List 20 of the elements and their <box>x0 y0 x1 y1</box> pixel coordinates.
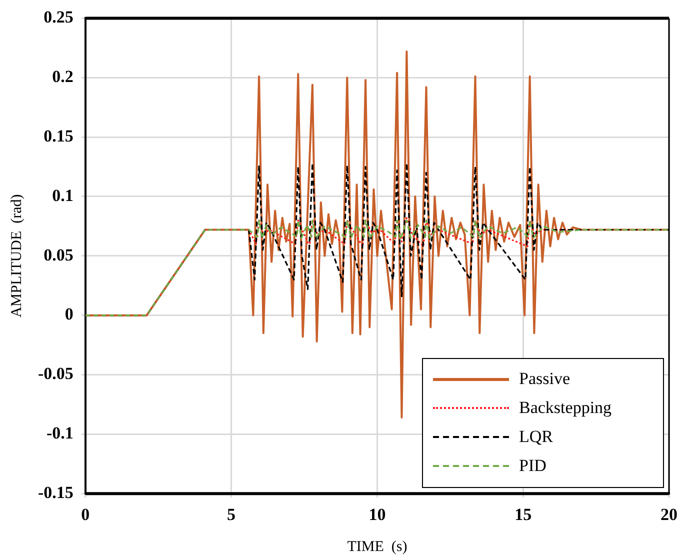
y-tick-label: 0.15 <box>44 126 74 146</box>
y-tick-label: 0.05 <box>44 245 74 264</box>
x-tick-label: 0 <box>81 505 90 524</box>
y-tick-label: -0.1 <box>46 424 74 443</box>
legend-label: Backstepping <box>519 398 612 418</box>
y-tick-label: -0.15 <box>38 482 74 502</box>
x-tick-label: 20 <box>660 505 678 524</box>
legend-label: PID <box>519 456 546 476</box>
y-tick-label: 0 <box>64 304 74 324</box>
y-tick-label: 0.1 <box>52 186 74 205</box>
x-tick-label: 10 <box>368 505 386 524</box>
x-tick-label: 15 <box>514 505 532 524</box>
x-axis-title: TIME (s) <box>347 538 408 555</box>
legend-label: Passive <box>519 369 570 390</box>
y-tick-label: -0.05 <box>38 364 74 384</box>
x-tick-label: 5 <box>227 505 236 524</box>
y-axis-title: AMPLITUDE (rad) <box>8 194 25 318</box>
y-tick-label: 0.25 <box>44 8 74 27</box>
y-tick-label: 0.2 <box>52 67 74 86</box>
legend-label: LQR <box>519 427 553 448</box>
